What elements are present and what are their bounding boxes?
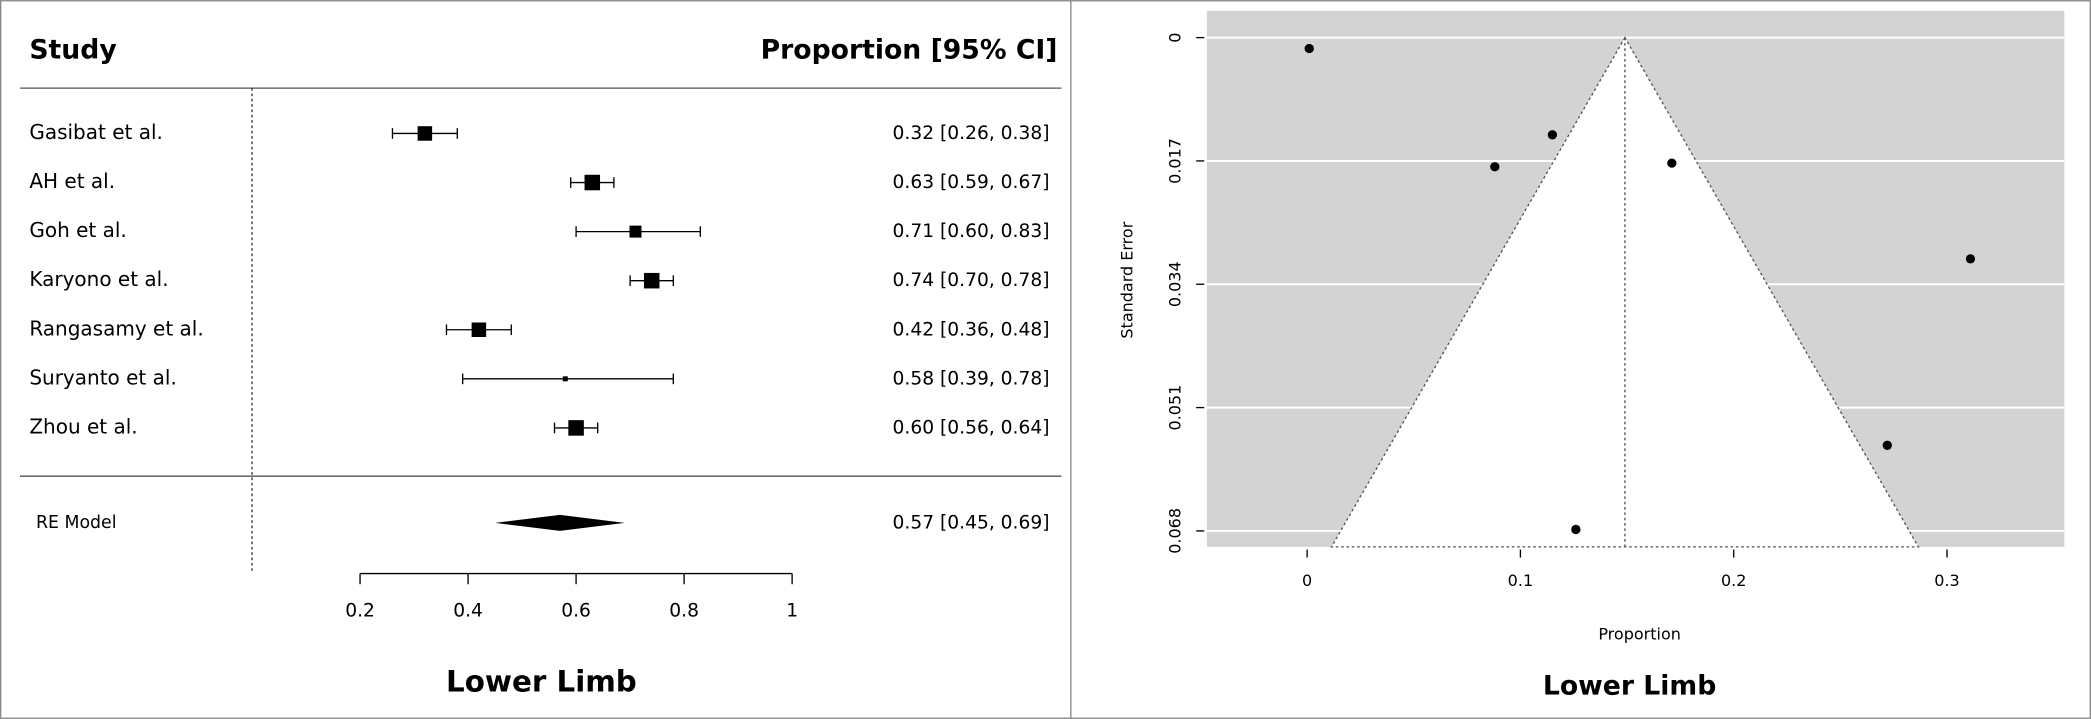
- study-point: [1667, 158, 1677, 168]
- estimate-label: 0.74 [0.70, 0.78]: [893, 270, 1050, 291]
- estimate-square: [417, 126, 433, 141]
- x-tick-label: 0.3: [1934, 571, 1959, 590]
- y-tick-label: 0.051: [1166, 385, 1185, 431]
- x-tick-label: 0.4: [453, 600, 483, 621]
- estimate-label: 0.71 [0.60, 0.83]: [893, 221, 1050, 242]
- x-tick-label: 0: [1302, 571, 1312, 590]
- study-point: [1571, 524, 1581, 535]
- estimate-label: 0.32 [0.26, 0.38]: [893, 123, 1050, 144]
- x-axis-label: Proportion: [1598, 624, 1681, 643]
- header-study: Study: [29, 34, 116, 65]
- estimate-square: [629, 225, 642, 238]
- estimate-label: 0.42 [0.36, 0.48]: [893, 319, 1050, 340]
- study-label: Zhou et al.: [29, 414, 137, 438]
- y-tick-label: 0.017: [1166, 138, 1185, 184]
- study-label: Gasibat et al.: [29, 120, 163, 144]
- study-point: [1547, 130, 1558, 140]
- estimate-square: [562, 376, 568, 382]
- study-label: AH et al.: [29, 169, 115, 193]
- estimate-square: [568, 420, 584, 436]
- forest-title: Lower Limb: [446, 664, 637, 698]
- study-label: Rangasamy et al.: [29, 316, 203, 340]
- x-tick-label: 0.8: [669, 600, 699, 621]
- estimate-label: 0.60 [0.56, 0.64]: [893, 417, 1050, 438]
- y-tick-label: 0: [1166, 33, 1185, 43]
- y-tick-label: 0.068: [1166, 508, 1185, 554]
- summary-diamond: [495, 514, 625, 531]
- study-point: [1965, 254, 1976, 264]
- study-point: [1882, 440, 1892, 450]
- study-label: Goh et al.: [29, 218, 126, 242]
- estimate-square: [471, 322, 487, 338]
- study-label: Suryanto et al.: [29, 365, 176, 389]
- x-tick-label: 0.1: [1508, 571, 1533, 590]
- y-tick-label: 0.034: [1166, 261, 1185, 307]
- header-estimate: Proportion [95% CI]: [761, 34, 1058, 65]
- study-point: [1490, 162, 1500, 172]
- summary-label: RE Model: [36, 513, 117, 533]
- estimate-square: [584, 174, 601, 191]
- study-label: Karyono et al.: [29, 267, 168, 291]
- x-tick-label: 0.6: [561, 600, 591, 621]
- y-axis-label: Standard Error: [1118, 221, 1137, 338]
- summary-estimate: 0.57 [0.45, 0.69]: [893, 512, 1050, 533]
- estimate-square: [643, 272, 660, 289]
- estimate-label: 0.58 [0.39, 0.78]: [893, 368, 1050, 389]
- x-tick-label: 1: [786, 600, 798, 621]
- x-tick-label: 0.2: [1721, 571, 1746, 590]
- study-point: [1304, 43, 1314, 54]
- x-tick-label: 0.2: [345, 600, 375, 621]
- funnel-title: Lower Limb: [1543, 670, 1716, 701]
- estimate-label: 0.63 [0.59, 0.67]: [893, 172, 1050, 193]
